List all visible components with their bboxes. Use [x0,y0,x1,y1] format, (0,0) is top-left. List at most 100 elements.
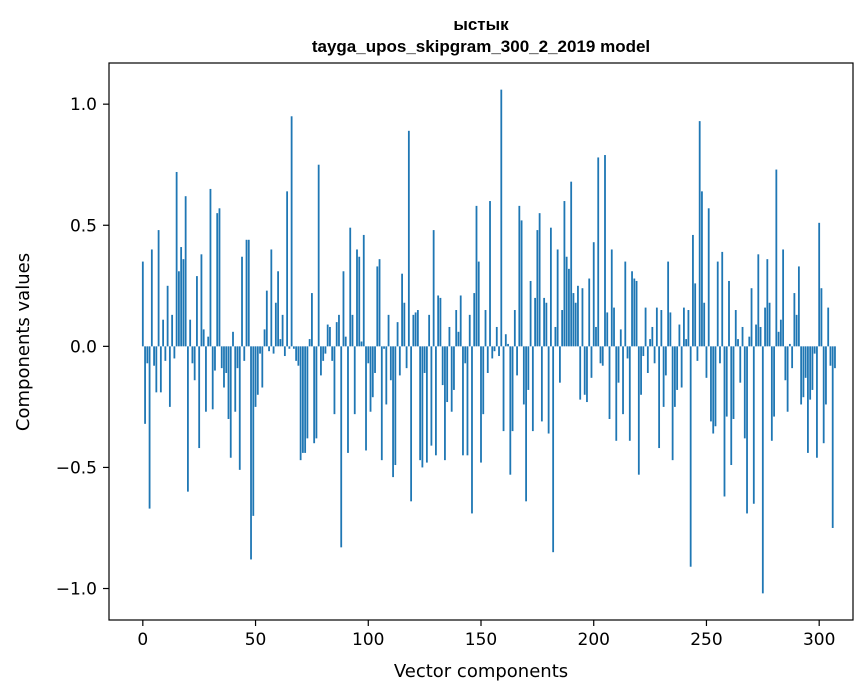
bar [295,346,298,361]
bar [360,341,363,347]
bar [211,346,214,410]
bar [800,346,803,405]
bar [252,346,255,516]
bar [561,310,564,347]
bar [513,310,516,347]
bar [464,346,467,364]
bar [534,297,537,347]
x-axis-label: Vector components [394,661,568,682]
bar [549,227,552,347]
bar [247,239,250,347]
bar [536,230,539,347]
bar [525,346,527,502]
bars-group [141,89,836,594]
bar [725,346,728,417]
bar [721,251,724,347]
bar [554,326,557,347]
bar [649,339,651,347]
bar [829,346,832,366]
bar [419,346,422,461]
bar [741,326,744,347]
bar [234,346,237,412]
y-tick-label: 1.0 [70,95,97,115]
bar [277,271,279,347]
bar [398,346,401,376]
bar [432,230,435,347]
bar [153,346,155,366]
y-axis-ticks: −1.0 −0.5 0.0 0.5 1.0 [56,95,109,600]
bar [782,249,785,347]
bar [802,346,805,398]
bar [150,249,153,347]
bar [660,310,663,347]
bar [358,256,361,347]
bar [347,346,349,453]
bar [333,346,336,415]
bar [710,346,712,422]
bar [351,314,354,347]
bar [807,346,809,453]
bar [570,181,573,347]
bar [367,346,370,364]
bar [392,346,394,478]
bar [223,346,225,388]
bar [281,314,284,347]
bar [683,307,685,347]
bar [335,322,338,347]
bar [374,346,376,373]
bar [788,343,791,347]
bar [734,310,737,347]
bar [568,268,570,347]
bar [714,346,717,427]
bar [701,191,703,347]
bar [518,205,521,347]
bar [606,312,609,347]
bar [412,314,415,347]
bar [187,346,189,492]
bar [825,346,827,405]
bar [232,331,234,347]
bar [320,346,322,376]
bar [662,346,665,407]
bar [225,346,228,373]
bar [784,346,787,381]
bar [574,302,577,347]
bar [324,346,327,354]
bar [407,130,410,347]
bar [344,336,347,347]
bar [441,346,444,386]
bar [642,346,645,357]
bar [279,339,282,347]
bar [480,346,482,463]
plot-frame [108,62,854,621]
bar [592,242,595,347]
bar [308,339,311,347]
bar [619,329,622,347]
bar [773,346,775,417]
bar [380,346,383,461]
bar [376,266,379,347]
bar [338,314,340,347]
bar [545,302,548,347]
bar [166,285,169,347]
bar [268,346,270,352]
bar [389,346,392,381]
bar [703,302,706,347]
bar [403,302,406,347]
bar [157,230,160,347]
bar [489,201,491,347]
bar [581,288,584,347]
bar [590,346,593,378]
bar [529,280,532,347]
bar [495,326,498,347]
bar [304,346,307,453]
x-tick-label: 250 [690,630,722,650]
x-axis-ticks: 0 50 100 150 200 250 300 [137,620,835,650]
bar [468,314,471,347]
bar [504,334,507,347]
bar [658,346,661,449]
x-tick-label: 300 [803,630,835,650]
bar [437,295,440,347]
bar [608,346,611,419]
bar [712,346,715,434]
